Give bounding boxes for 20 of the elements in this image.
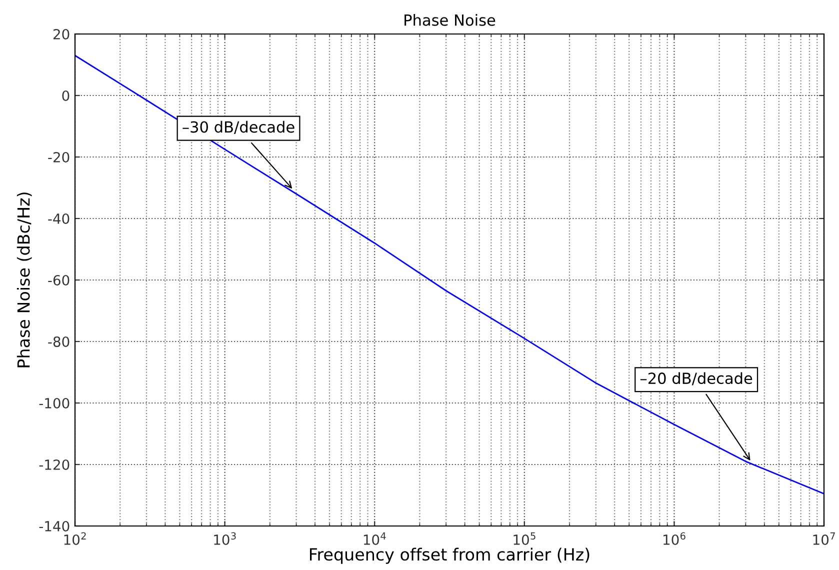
x-tick-label: 10$^{7}$ xyxy=(813,532,835,545)
x-tick-label: 10$^{4}$ xyxy=(364,532,386,545)
x-tick-label: 10$^{5}$ xyxy=(514,532,536,545)
annotation: –20 dB/decade xyxy=(640,372,752,386)
annotation: –30 dB/decade xyxy=(182,120,294,134)
y-tick-label: 20 xyxy=(53,28,70,40)
y-tick-label: -40 xyxy=(48,213,70,224)
chart-title: Phase Noise xyxy=(404,14,496,26)
x-axis-title: Frequency offset from carrier (Hz) xyxy=(310,548,590,564)
y-tick-label: -60 xyxy=(48,274,70,286)
y-axis-title: Phase Noise (dBc/Hz) xyxy=(16,192,32,368)
y-tick-label: -140 xyxy=(39,520,70,532)
y-tick-label: -80 xyxy=(48,336,70,347)
y-tick-label: -100 xyxy=(39,398,70,408)
y-tick-label: 0 xyxy=(62,90,70,101)
y-tick-label: -120 xyxy=(39,459,70,470)
x-tick-label: 10$^{2}$ xyxy=(64,532,86,545)
y-tick-label: -20 xyxy=(48,152,70,162)
x-tick-label: 10$^{6}$ xyxy=(664,532,686,545)
x-tick-label: 10$^{3}$ xyxy=(214,532,236,545)
